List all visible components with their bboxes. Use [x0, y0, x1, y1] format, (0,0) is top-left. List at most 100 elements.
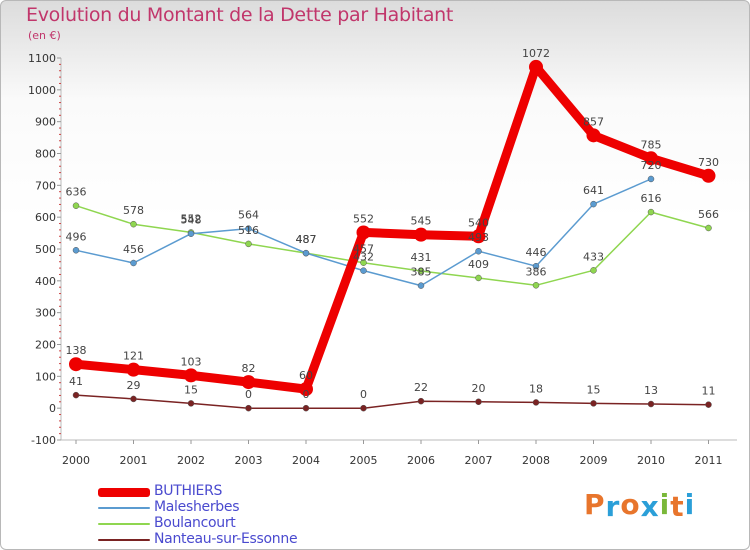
data-label: 636: [66, 186, 87, 199]
data-point: [69, 357, 83, 372]
data-label: 1072: [522, 47, 550, 60]
logo-letter: o: [620, 488, 641, 521]
y-tick-label: 500: [35, 243, 56, 256]
legend-swatch: [98, 507, 150, 509]
legend-swatch: [98, 523, 150, 525]
data-point: [130, 259, 137, 267]
data-label: 496: [66, 230, 87, 243]
y-tick-label: 900: [35, 116, 56, 129]
data-point: [586, 128, 601, 143]
data-label: 720: [641, 159, 662, 172]
data-label: 457: [353, 243, 374, 256]
y-tick-label: -100: [31, 434, 56, 447]
legend-swatch: [98, 487, 150, 497]
data-point: [302, 404, 310, 412]
data-point: [529, 59, 543, 74]
data-point: [245, 404, 252, 412]
x-tick-label: 2011: [695, 454, 723, 467]
data-label: 20: [472, 382, 486, 395]
data-label: 11: [702, 385, 716, 398]
data-point: [356, 225, 371, 240]
data-label: 456: [123, 243, 144, 256]
data-label: 121: [123, 350, 144, 363]
y-tick-label: 1100: [28, 52, 56, 65]
data-label: 616: [641, 192, 662, 205]
x-tick-label: 2002: [177, 454, 205, 467]
data-label: 552: [181, 212, 202, 225]
data-point: [72, 202, 80, 209]
y-tick-label: 1000: [28, 84, 56, 97]
data-label: 409: [468, 258, 489, 271]
unit-label: (en €): [28, 29, 61, 42]
data-point: [471, 229, 486, 244]
data-label: 432: [353, 251, 374, 264]
data-point: [475, 274, 482, 282]
data-point: [417, 267, 425, 275]
y-tick-label: 800: [35, 148, 56, 161]
data-point: [72, 391, 80, 399]
logo-letter: i: [684, 488, 696, 521]
data-label: 516: [238, 224, 259, 237]
data-label: 386: [526, 265, 547, 278]
series-line-buthiers: [71, 62, 713, 394]
data-point: [532, 399, 540, 406]
data-point: [360, 404, 367, 412]
data-point: [130, 395, 137, 403]
logo-letter: x: [640, 490, 660, 523]
y-tick-label: 100: [35, 370, 56, 383]
y-tick-label: 400: [35, 275, 56, 288]
data-label: 29: [127, 379, 141, 392]
data-point: [302, 249, 310, 257]
data-label: 493: [468, 231, 489, 244]
y-tick-label: 300: [35, 307, 56, 320]
data-point: [184, 368, 198, 383]
x-tick-label: 2010: [637, 454, 665, 467]
x-tick-label: 2005: [350, 454, 378, 467]
legend-label: Nanteau-sur-Essonne: [154, 531, 298, 547]
x-tick-label: 2008: [522, 454, 550, 467]
logo-letter: P: [584, 488, 606, 521]
data-point: [475, 398, 482, 406]
data-point: [647, 400, 655, 408]
data-label: 15: [184, 383, 198, 396]
data-point: [532, 282, 540, 289]
data-point: [590, 400, 597, 407]
data-label: 385: [411, 266, 432, 279]
data-label: 446: [526, 246, 547, 259]
x-tick-label: 2001: [120, 454, 148, 467]
x-tick-label: 2000: [62, 454, 90, 467]
data-label: 564: [238, 209, 259, 222]
data-point: [360, 267, 367, 274]
data-label: 641: [583, 184, 604, 197]
data-point: [705, 224, 712, 232]
data-point: [417, 282, 425, 289]
data-point: [417, 397, 425, 405]
chart-title: Evolution du Montant de la Dette par Hab…: [26, 4, 454, 26]
data-label: 433: [583, 250, 604, 263]
data-point: [187, 400, 195, 407]
data-point: [532, 262, 540, 270]
x-tick-label: 2006: [407, 454, 435, 467]
data-label: 103: [181, 355, 202, 368]
data-point: [647, 208, 655, 216]
data-label: 13: [644, 384, 658, 397]
logo-letter: t: [670, 490, 685, 523]
y-tick-label: 700: [35, 179, 56, 192]
data-point: [130, 220, 137, 228]
data-label: 41: [69, 375, 83, 388]
legend-label: Malesherbes: [154, 499, 240, 515]
data-point: [644, 151, 658, 166]
data-label: 0: [360, 388, 367, 401]
data-label: 552: [353, 212, 374, 225]
data-point: [245, 240, 252, 248]
data-label: 548: [181, 214, 202, 227]
data-label: 22: [414, 381, 428, 394]
legend-label: BUTHIERS: [154, 483, 223, 499]
data-point: [590, 267, 597, 274]
data-label: 540: [468, 216, 489, 229]
y-tick-label: 0: [49, 402, 56, 415]
data-label: 857: [583, 115, 604, 128]
data-point: [701, 168, 716, 183]
